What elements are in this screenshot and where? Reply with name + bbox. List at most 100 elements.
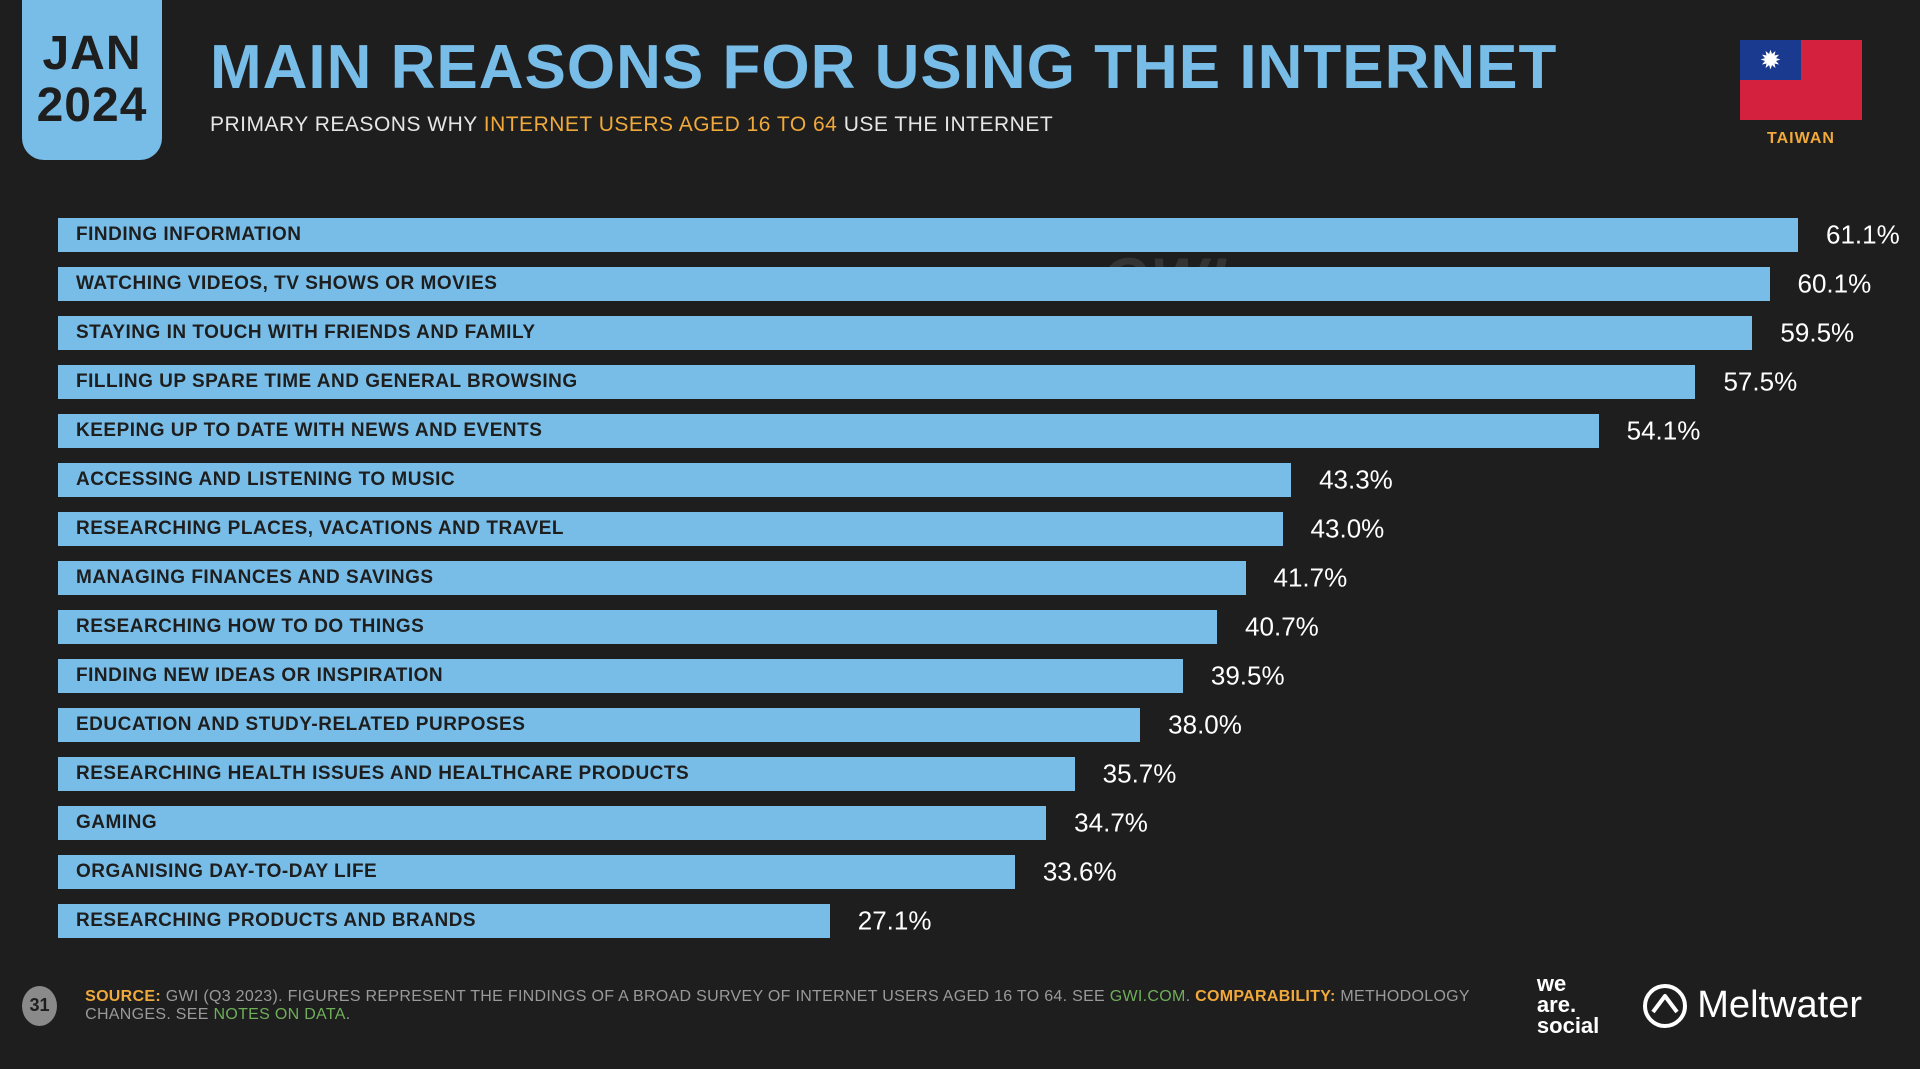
- source-tail: .: [346, 1006, 351, 1023]
- chart-row: RESEARCHING HOW TO DO THINGS 40.7%: [58, 602, 1862, 651]
- bar-label: ACCESSING AND LISTENING TO MUSIC: [76, 469, 455, 491]
- flag-sun-icon: ✹: [1760, 47, 1782, 73]
- bar-value: 59.5%: [1780, 317, 1854, 348]
- bar-label: KEEPING UP TO DATE WITH NEWS AND EVENTS: [76, 420, 542, 442]
- chart-row: KEEPING UP TO DATE WITH NEWS AND EVENTS 5…: [58, 406, 1862, 455]
- bar-label: FILLING UP SPARE TIME AND GENERAL BROWSI…: [76, 371, 578, 393]
- chart-row: GAMING 34.7%: [58, 798, 1862, 847]
- bar-track: WATCHING VIDEOS, TV SHOWS OR MOVIES60.1%: [58, 267, 1798, 301]
- bar-track: ORGANISING DAY-TO-DAY LIFE 33.6%: [58, 855, 1798, 889]
- bar: RESEARCHING HOW TO DO THINGS: [58, 610, 1217, 644]
- bar-label: RESEARCHING PRODUCTS AND BRANDS: [76, 910, 476, 932]
- bar-track: RESEARCHING HOW TO DO THINGS 40.7%: [58, 610, 1798, 644]
- bar-chart: FINDING INFORMATION61.1% WATCHING VIDEOS,…: [58, 210, 1862, 945]
- bar-label: STAYING IN TOUCH WITH FRIENDS AND FAMILY: [76, 322, 536, 344]
- bar-value: 43.3%: [1319, 464, 1393, 495]
- bar: FINDING INFORMATION: [58, 218, 1798, 252]
- bar: ACCESSING AND LISTENING TO MUSIC: [58, 463, 1291, 497]
- page-subtitle: PRIMARY REASONS WHY INTERNET USERS AGED …: [210, 113, 1860, 137]
- chart-row: ACCESSING AND LISTENING TO MUSIC 43.3%: [58, 455, 1862, 504]
- flag-canton: ✹: [1740, 40, 1801, 80]
- date-year: 2024: [37, 82, 148, 130]
- bar: FINDING NEW IDEAS OR INSPIRATION: [58, 659, 1183, 693]
- comparability-key: COMPARABILITY:: [1195, 988, 1335, 1005]
- bar-value: 35.7%: [1103, 758, 1177, 789]
- date-month: JAN: [42, 30, 141, 78]
- subtitle-pre: PRIMARY REASONS WHY: [210, 113, 484, 136]
- source-mid: .: [1186, 988, 1196, 1005]
- bar-label: RESEARCHING PLACES, VACATIONS AND TRAVEL: [76, 518, 564, 540]
- header: MAIN REASONS FOR USING THE INTERNET PRIM…: [210, 32, 1860, 137]
- bar-label: FINDING NEW IDEAS OR INSPIRATION: [76, 665, 443, 687]
- footer: 31 SOURCE: GWI (Q3 2023). FIGURES REPRES…: [0, 974, 1920, 1037]
- meltwater-icon: [1643, 984, 1687, 1028]
- bar-track: GAMING 34.7%: [58, 806, 1798, 840]
- chart-row: WATCHING VIDEOS, TV SHOWS OR MOVIES60.1%: [58, 259, 1862, 308]
- bar-track: RESEARCHING PRODUCTS AND BRANDS 27.1%: [58, 904, 1798, 938]
- bar: FILLING UP SPARE TIME AND GENERAL BROWSI…: [58, 365, 1695, 399]
- bar-value: 57.5%: [1723, 366, 1797, 397]
- chart-row: RESEARCHING HEALTH ISSUES AND HEALTHCARE…: [58, 749, 1862, 798]
- bar: STAYING IN TOUCH WITH FRIENDS AND FAMILY: [58, 316, 1752, 350]
- chart-row: EDUCATION AND STUDY-RELATED PURPOSES 38.0…: [58, 700, 1862, 749]
- bar-value: 34.7%: [1074, 807, 1148, 838]
- chart-row: FINDING INFORMATION61.1%: [58, 210, 1862, 259]
- bar-label: MANAGING FINANCES AND SAVINGS: [76, 567, 434, 589]
- source-link-gwi[interactable]: GWI.COM: [1110, 988, 1186, 1005]
- chart-row: STAYING IN TOUCH WITH FRIENDS AND FAMILY…: [58, 308, 1862, 357]
- chart-row: RESEARCHING PLACES, VACATIONS AND TRAVEL…: [58, 504, 1862, 553]
- bar-value: 43.0%: [1311, 513, 1385, 544]
- bar: ORGANISING DAY-TO-DAY LIFE: [58, 855, 1015, 889]
- bar-value: 39.5%: [1211, 660, 1285, 691]
- bar-track: FINDING NEW IDEAS OR INSPIRATION 39.5%: [58, 659, 1798, 693]
- bar-track: MANAGING FINANCES AND SAVINGS 41.7%: [58, 561, 1798, 595]
- chart-row: MANAGING FINANCES AND SAVINGS 41.7%: [58, 553, 1862, 602]
- footer-logos: we are. social Meltwater: [1537, 974, 1862, 1037]
- bar: RESEARCHING PLACES, VACATIONS AND TRAVEL: [58, 512, 1283, 546]
- date-badge: JAN 2024: [22, 0, 162, 160]
- bar-label: ORGANISING DAY-TO-DAY LIFE: [76, 861, 377, 883]
- meltwater-logo: Meltwater: [1643, 984, 1862, 1028]
- bar-value: 27.1%: [858, 905, 932, 936]
- country-label: TAIWAN: [1740, 130, 1862, 148]
- meltwater-text: Meltwater: [1697, 984, 1862, 1027]
- bar-value: 41.7%: [1274, 562, 1348, 593]
- bar: GAMING: [58, 806, 1046, 840]
- bar-label: GAMING: [76, 812, 157, 834]
- bar-label: EDUCATION AND STUDY-RELATED PURPOSES: [76, 714, 525, 736]
- bar-label: WATCHING VIDEOS, TV SHOWS OR MOVIES: [76, 273, 497, 295]
- bar-value: 40.7%: [1245, 611, 1319, 642]
- chart-row: FINDING NEW IDEAS OR INSPIRATION 39.5%: [58, 651, 1862, 700]
- bar-label: RESEARCHING HEALTH ISSUES AND HEALTHCARE…: [76, 763, 689, 785]
- bar: MANAGING FINANCES AND SAVINGS: [58, 561, 1246, 595]
- source-line: SOURCE: GWI (Q3 2023). FIGURES REPRESENT…: [85, 988, 1537, 1024]
- bar-track: RESEARCHING PLACES, VACATIONS AND TRAVEL…: [58, 512, 1798, 546]
- flag-icon: ✹: [1740, 40, 1862, 120]
- source-link-notes[interactable]: NOTES ON DATA: [213, 1006, 345, 1023]
- page-title: MAIN REASONS FOR USING THE INTERNET: [210, 32, 1860, 103]
- bar-label: FINDING INFORMATION: [76, 224, 302, 246]
- bar-track: KEEPING UP TO DATE WITH NEWS AND EVENTS 5…: [58, 414, 1798, 448]
- we-are-social-logo: we are. social: [1537, 974, 1599, 1037]
- page-number: 31: [22, 986, 57, 1026]
- bar: EDUCATION AND STUDY-RELATED PURPOSES: [58, 708, 1140, 742]
- chart-row: FILLING UP SPARE TIME AND GENERAL BROWSI…: [58, 357, 1862, 406]
- subtitle-post: USE THE INTERNET: [837, 113, 1053, 136]
- bar: RESEARCHING PRODUCTS AND BRANDS: [58, 904, 830, 938]
- bar-track: FINDING INFORMATION61.1%: [58, 218, 1798, 252]
- was-line3: social: [1537, 1016, 1599, 1037]
- bar-track: ACCESSING AND LISTENING TO MUSIC 43.3%: [58, 463, 1798, 497]
- country-flag-block: ✹ TAIWAN: [1740, 40, 1862, 148]
- subtitle-highlight: INTERNET USERS AGED 16 TO 64: [484, 113, 838, 136]
- bar-value: 54.1%: [1627, 415, 1701, 446]
- chart-row: ORGANISING DAY-TO-DAY LIFE 33.6%: [58, 847, 1862, 896]
- bar: WATCHING VIDEOS, TV SHOWS OR MOVIES: [58, 267, 1770, 301]
- bar: KEEPING UP TO DATE WITH NEWS AND EVENTS: [58, 414, 1599, 448]
- bar-track: EDUCATION AND STUDY-RELATED PURPOSES 38.0…: [58, 708, 1798, 742]
- source-key: SOURCE:: [85, 988, 161, 1005]
- bar-track: RESEARCHING HEALTH ISSUES AND HEALTHCARE…: [58, 757, 1798, 791]
- chart-row: RESEARCHING PRODUCTS AND BRANDS 27.1%: [58, 896, 1862, 945]
- bar-value: 38.0%: [1168, 709, 1242, 740]
- source-body: GWI (Q3 2023). FIGURES REPRESENT THE FIN…: [161, 988, 1110, 1005]
- bar-value: 33.6%: [1043, 856, 1117, 887]
